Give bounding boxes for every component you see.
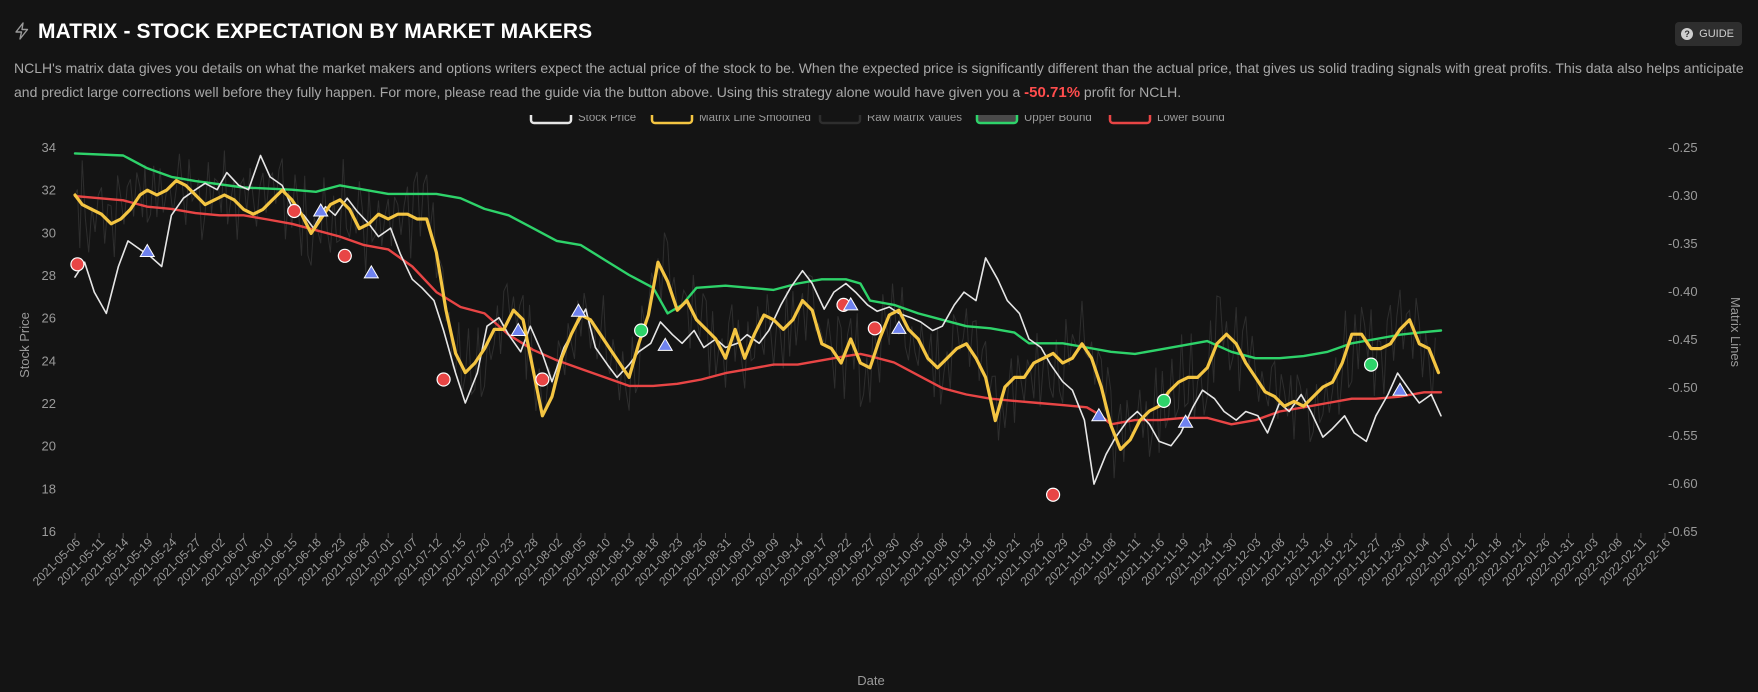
- series-lines: [73, 152, 1443, 485]
- red-signal-marker: [535, 372, 550, 387]
- y-right-tick-label: -0.50: [1668, 380, 1698, 395]
- legend-label: Upper Bound: [1024, 115, 1092, 124]
- question-icon: ?: [1681, 28, 1694, 40]
- red-signal-marker: [436, 372, 451, 387]
- legend-swatch: [529, 115, 573, 125]
- lightning-bolt-icon: [15, 22, 29, 40]
- red-signal-marker: [337, 248, 352, 263]
- y-left-tick-label: 28: [42, 268, 56, 283]
- red-signal-marker: [70, 257, 85, 272]
- lower-bound-line: [73, 194, 1443, 426]
- y-left-tick-label: 16: [42, 524, 56, 539]
- legend-item[interactable]: Lower Bound: [1108, 115, 1225, 125]
- legend-item[interactable]: Matrix Line Smoothed: [650, 115, 811, 125]
- legend-item[interactable]: Upper Bound: [975, 115, 1092, 125]
- description: NCLH's matrix data gives you details on …: [14, 56, 1746, 105]
- signal-markers: [70, 203, 1408, 502]
- x-axis-title: Date: [857, 673, 884, 688]
- triangle-signal-marker: [510, 322, 527, 336]
- triangle-signal-marker: [657, 337, 674, 351]
- y-left-tick-label: 20: [42, 439, 56, 454]
- legend-label: Lower Bound: [1157, 115, 1225, 124]
- y-left-tick-label: 24: [42, 353, 56, 368]
- legend-swatch: [818, 115, 862, 125]
- legend-label: Stock Price: [578, 115, 636, 124]
- profit-percentage: -50.71%: [1024, 84, 1081, 101]
- upper-bound-line: [73, 152, 1443, 360]
- legend-item[interactable]: Raw Matrix Values: [818, 115, 962, 125]
- stock-price-line: [74, 154, 1442, 485]
- panel-header: MATRIX - STOCK EXPECTATION BY MARKET MAK…: [14, 18, 1744, 48]
- y-left-tick-label: 34: [42, 140, 56, 155]
- y-axis-left-title: Stock Price: [17, 312, 32, 378]
- matrix-chart: Stock Price Matrix Line Smoothed Raw Matri…: [17, 115, 1743, 688]
- triangle-signal-marker: [139, 243, 156, 258]
- y-axis-right-title: Matrix Lines: [1728, 297, 1743, 368]
- y-right-tick-label: -0.35: [1668, 236, 1698, 251]
- description-text: NCLH's matrix data gives you details on …: [14, 60, 1744, 100]
- y-right-tick-label: -0.30: [1668, 188, 1698, 203]
- legend-label: Matrix Line Smoothed: [699, 115, 811, 124]
- legend-swatch: [650, 115, 694, 125]
- y-right-tick-label: -0.60: [1668, 476, 1698, 491]
- green-signal-marker: [1363, 357, 1379, 372]
- triangle-signal-marker: [312, 203, 329, 217]
- triangle-signal-marker: [1177, 414, 1194, 428]
- green-signal-marker: [634, 323, 649, 338]
- triangle-signal-marker: [570, 303, 587, 317]
- y-right-tick-label: -0.45: [1668, 332, 1698, 347]
- y-right-tick-label: -0.25: [1668, 140, 1698, 155]
- red-signal-marker: [287, 203, 302, 219]
- triangle-signal-marker: [363, 264, 380, 279]
- guide-button-label: GUIDE: [1699, 28, 1734, 40]
- y-left-tick-label: 22: [42, 396, 56, 411]
- page-title: MATRIX - STOCK EXPECTATION BY MARKET MAK…: [38, 20, 593, 43]
- legend-item[interactable]: Stock Price: [529, 115, 636, 125]
- legend-swatch: [975, 115, 1019, 125]
- red-signal-marker: [1045, 487, 1061, 502]
- x-axis: 2021-05-062021-05-112021-05-142021-05-19…: [30, 533, 1673, 589]
- raw-matrix-line: [74, 150, 1436, 479]
- y-left-tick-label: 30: [42, 225, 56, 240]
- raw-matrix-layer: [74, 150, 1436, 479]
- legend-swatch: [1108, 115, 1152, 125]
- triangle-signal-marker: [1392, 382, 1408, 396]
- legend-label: Raw Matrix Values: [867, 115, 962, 124]
- y-left-tick-label: 18: [42, 481, 56, 496]
- triangle-signal-marker: [891, 320, 907, 334]
- description-tail: profit for NCLH.: [1080, 84, 1182, 100]
- green-signal-marker: [1156, 393, 1172, 408]
- triangle-signal-marker: [1090, 407, 1107, 422]
- y-axis-left: 16 18 20 22 24 26 28 30 32 34: [42, 140, 56, 539]
- chart-legend: Stock Price Matrix Line Smoothed Raw Matri…: [529, 115, 1225, 125]
- guide-button[interactable]: ? GUIDE: [1675, 22, 1742, 46]
- y-right-tick-label: -0.40: [1668, 284, 1698, 299]
- triangle-signal-marker: [842, 296, 859, 311]
- y-right-tick-label: -0.55: [1668, 428, 1698, 443]
- red-signal-marker: [867, 321, 882, 336]
- y-left-tick-label: 26: [42, 311, 56, 326]
- y-axis-right: -0.25 -0.30 -0.35 -0.40 -0.45 -0.50 -0.55 -0.60…: [1668, 140, 1698, 539]
- y-right-tick-label: -0.65: [1668, 524, 1698, 539]
- y-left-tick-label: 32: [42, 183, 56, 198]
